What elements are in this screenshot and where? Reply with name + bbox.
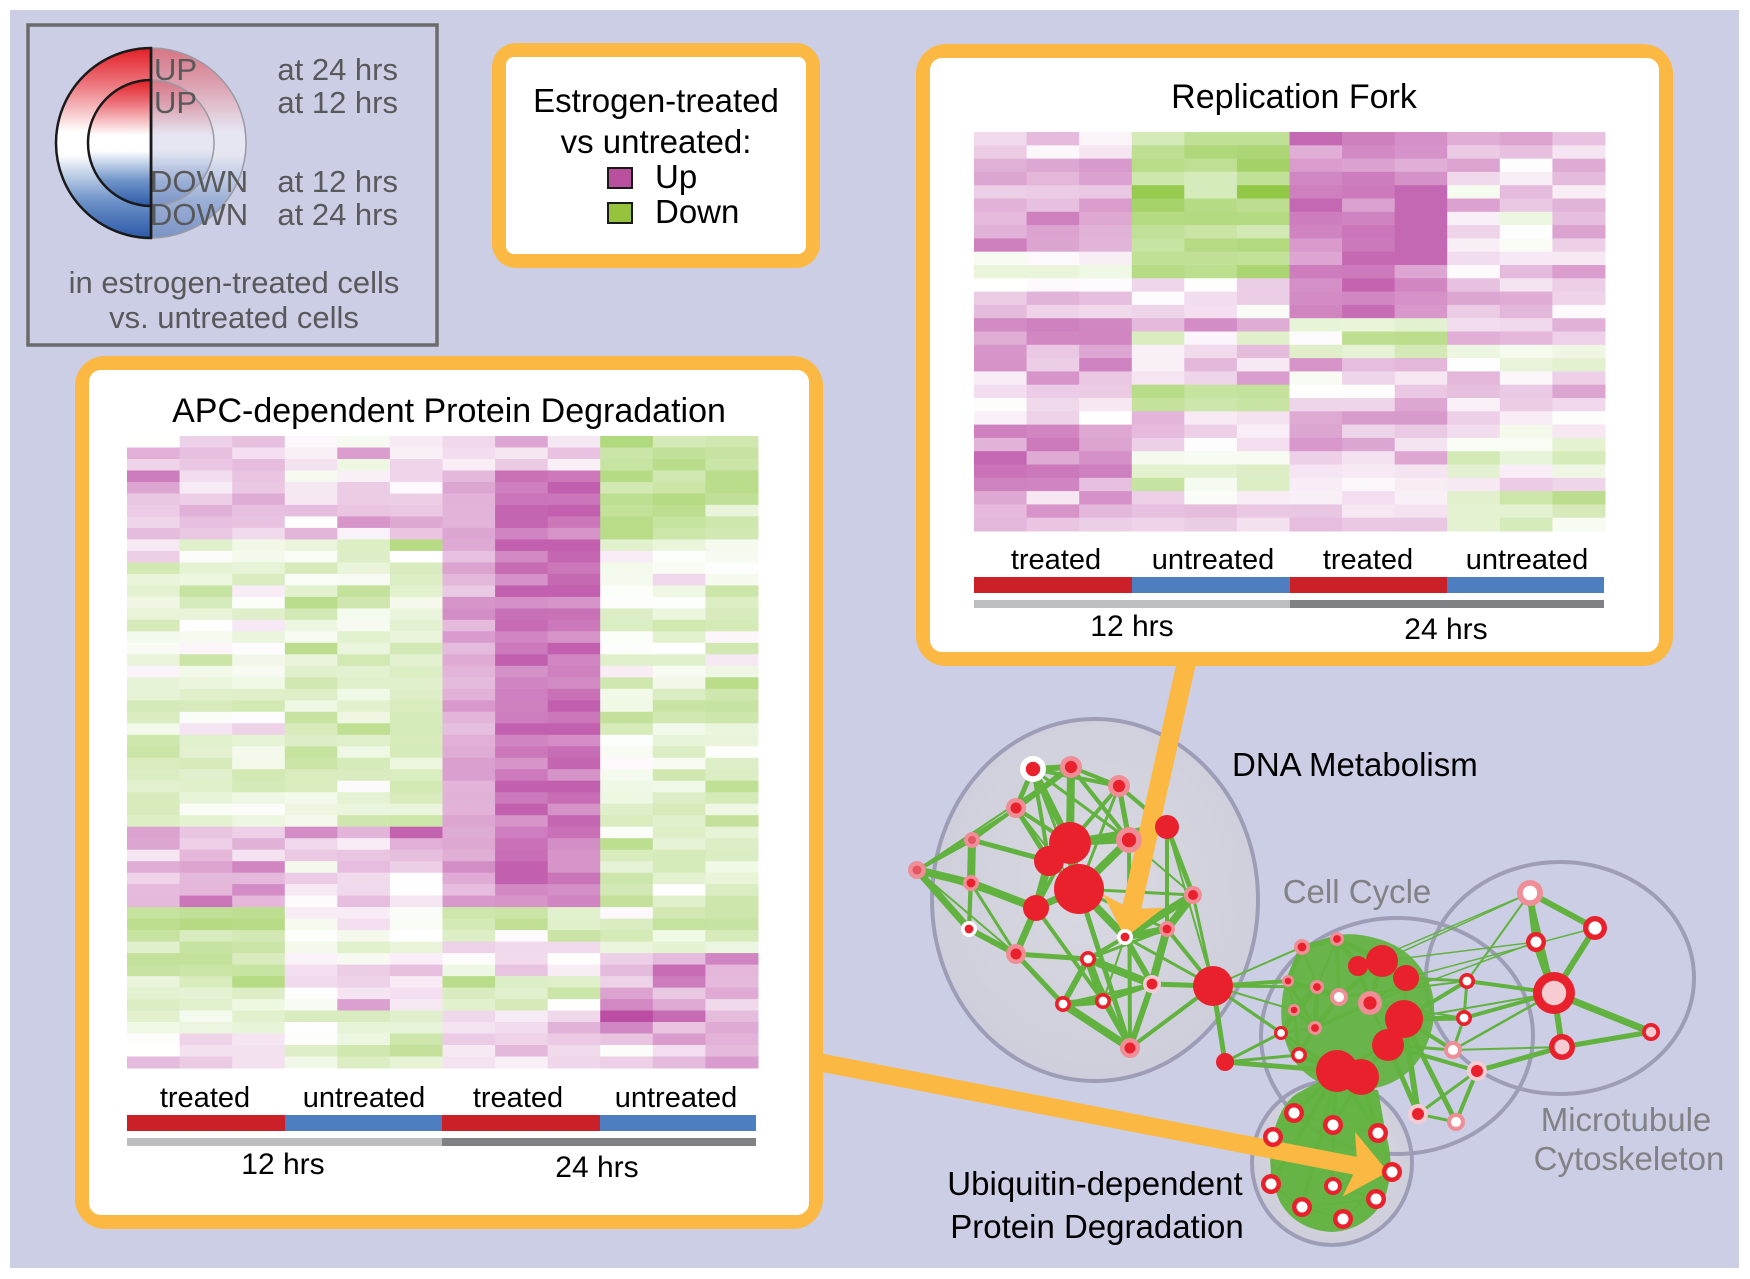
svg-text:treated: treated (160, 1082, 250, 1114)
svg-text:treated: treated (473, 1082, 563, 1114)
svg-text:Microtubule: Microtubule (1541, 1101, 1712, 1138)
svg-text:Protein Degradation: Protein Degradation (950, 1208, 1244, 1245)
svg-text:untreated: untreated (615, 1082, 738, 1114)
svg-text:12 hrs: 12 hrs (241, 1148, 324, 1181)
svg-text:vs. untreated cells: vs. untreated cells (109, 300, 359, 335)
svg-text:24 hrs: 24 hrs (555, 1151, 638, 1184)
svg-text:treated: treated (1011, 544, 1101, 576)
svg-text:Down: Down (655, 193, 739, 230)
svg-text:at 24 hrs: at 24 hrs (277, 52, 398, 87)
svg-text:24 hrs: 24 hrs (1404, 613, 1487, 646)
svg-text:untreated: untreated (1152, 544, 1275, 576)
svg-text:12 hrs: 12 hrs (1090, 610, 1173, 643)
svg-text:treated: treated (1323, 544, 1413, 576)
svg-text:Replication Fork: Replication Fork (1171, 78, 1418, 116)
svg-text:APC-dependent Protein Degradat: APC-dependent Protein Degradation (172, 392, 726, 430)
svg-text:DNA Metabolism: DNA Metabolism (1232, 746, 1478, 783)
svg-text:at 12 hrs: at 12 hrs (277, 164, 398, 199)
svg-text:untreated: untreated (1466, 544, 1589, 576)
svg-text:at 12 hrs: at 12 hrs (277, 85, 398, 120)
svg-text:at 24 hrs: at 24 hrs (277, 197, 398, 232)
svg-text:UP: UP (154, 85, 197, 120)
svg-text:in estrogen-treated cells: in estrogen-treated cells (69, 265, 400, 300)
svg-text:DOWN: DOWN (150, 164, 248, 199)
svg-text:UP: UP (154, 52, 197, 87)
svg-text:Up: Up (655, 158, 697, 195)
svg-text:untreated: untreated (303, 1082, 426, 1114)
svg-text:DOWN: DOWN (150, 197, 248, 232)
svg-text:Cytoskeleton: Cytoskeleton (1534, 1140, 1725, 1177)
svg-text:Ubiquitin-dependent: Ubiquitin-dependent (947, 1165, 1242, 1202)
svg-text:vs untreated:: vs untreated: (561, 123, 752, 160)
svg-text:Estrogen-treated: Estrogen-treated (533, 82, 779, 119)
svg-text:Cell Cycle: Cell Cycle (1283, 873, 1432, 910)
